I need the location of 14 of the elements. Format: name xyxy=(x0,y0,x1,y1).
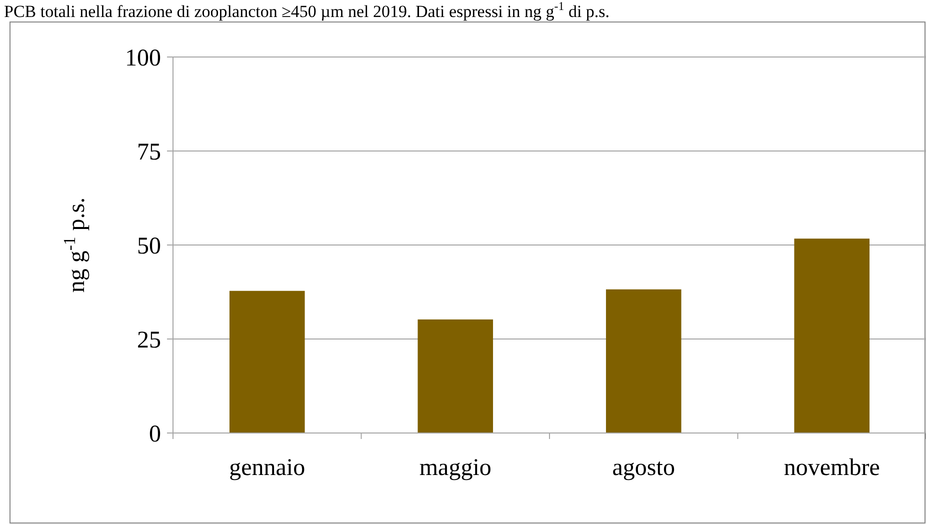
x-tick-label: gennaio xyxy=(229,455,306,481)
y-tick-label: 100 xyxy=(125,45,161,72)
bar xyxy=(229,290,305,433)
y-tick-label: 0 xyxy=(149,421,161,448)
bar xyxy=(606,289,682,433)
x-tick-label: agosto xyxy=(612,455,675,481)
y-tick-label: 75 xyxy=(137,139,161,166)
chart-title: PCB totali nella frazione di zooplancton ≥450 µm nel 2019. Dati espressi in ng g$^{-1}$ di p.s. xyxy=(4,0,610,21)
bar xyxy=(794,238,870,433)
y-tick-label: 25 xyxy=(137,327,161,354)
y-tick-label: 50 xyxy=(137,233,161,260)
bar xyxy=(418,319,494,433)
x-tick-label: maggio xyxy=(419,455,492,481)
x-tick-label: novembre xyxy=(784,455,880,481)
